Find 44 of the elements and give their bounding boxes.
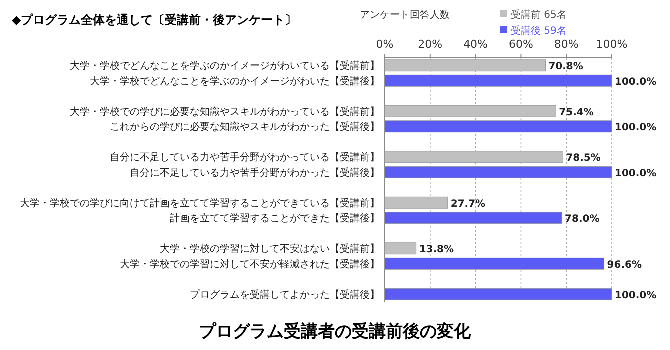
x-tick-label: 100% bbox=[596, 38, 628, 51]
y-tick-label: 自分に不足している力や苦手分野がわかっている【受講前】 bbox=[110, 152, 380, 164]
bar bbox=[384, 212, 562, 224]
bar bbox=[384, 166, 612, 178]
bar bbox=[384, 60, 546, 72]
y-tick-label: 大学・学校での学びに向けて計画を立てて学習することができている【受講前】 bbox=[20, 197, 380, 210]
y-tick-label: 計画を立てて学習することができた【受講後】 bbox=[170, 212, 380, 225]
data-label: 100.0% bbox=[615, 122, 657, 134]
data-label: 13.8% bbox=[419, 244, 454, 256]
x-tick-label: 0% bbox=[376, 38, 394, 51]
data-label: 70.8% bbox=[548, 62, 584, 73]
y-tick-label: 大学・学校での学習に対して不安が軽減された【受講後】 bbox=[120, 258, 380, 270]
legend-label: 受講前 65名 bbox=[511, 9, 567, 21]
data-label: 75.4% bbox=[559, 107, 594, 118]
y-tick-label: 自分に不足している力や苦手分野がわかった【受講後】 bbox=[130, 166, 380, 179]
x-tick-label: 60% bbox=[508, 38, 534, 51]
legend-title: アンケート回答人数 bbox=[360, 9, 450, 21]
x-tick-label: 20% bbox=[418, 38, 443, 51]
data-label: 100.0% bbox=[615, 290, 657, 302]
bar bbox=[384, 288, 612, 300]
data-label: 78.5% bbox=[566, 153, 601, 164]
x-tick-label: 80% bbox=[554, 38, 579, 51]
data-label: 96.6% bbox=[607, 260, 642, 271]
bar bbox=[384, 151, 564, 164]
bar bbox=[384, 74, 612, 87]
y-tick-label: 大学・学校の学習に対して不安はない【受講前】 bbox=[160, 243, 380, 256]
text: ◆プログラム全体を通して〔受講前・後アンケート〕 bbox=[12, 13, 298, 27]
y-tick-label: これからの学びに必要な知識やスキルがわかった【受講後】 bbox=[110, 121, 380, 134]
y-tick-label: 大学・学校での学びに必要な知識やスキルがわかっている【受講前】 bbox=[70, 106, 380, 118]
legend-label: 受講後 59名 bbox=[511, 25, 567, 37]
data-label: 27.7% bbox=[450, 198, 486, 210]
data-label: 100.0% bbox=[615, 168, 657, 180]
bar bbox=[384, 242, 417, 255]
data-label: 78.0% bbox=[565, 214, 600, 226]
y-tick-label: プログラムを受講してよかった【受講後】 bbox=[190, 288, 380, 301]
bar bbox=[384, 120, 612, 133]
y-tick-label: 大学・学校でどんなことを学ぶのかイメージがわいている【受講前】 bbox=[70, 60, 380, 72]
bar bbox=[384, 258, 605, 270]
text: プログラム受講者の受講前後の変化 bbox=[199, 322, 472, 342]
data-label: 100.0% bbox=[615, 76, 657, 88]
bar bbox=[384, 196, 448, 209]
y-tick-label: 大学・学校でどんなことを学ぶのかイメージがわいた【受講後】 bbox=[90, 75, 380, 88]
x-tick-label: 40% bbox=[464, 38, 488, 51]
bar bbox=[384, 105, 556, 118]
